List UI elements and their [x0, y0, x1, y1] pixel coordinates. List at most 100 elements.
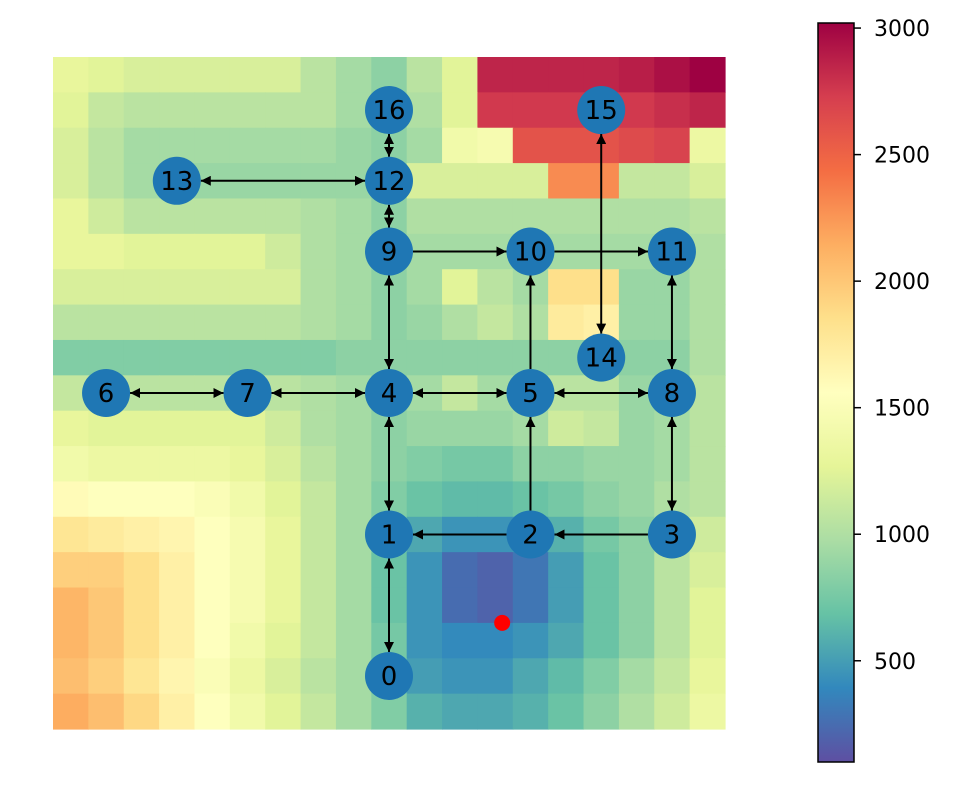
- heat-cell: [548, 481, 585, 518]
- heat-cell: [194, 481, 231, 518]
- heat-cell: [123, 552, 160, 589]
- heat-cell: [406, 339, 443, 376]
- heat-cell: [88, 658, 125, 695]
- heat-cell: [53, 339, 89, 376]
- node-label: 14: [585, 344, 618, 374]
- heat-cell: [689, 198, 726, 235]
- heat-cell: [512, 658, 549, 695]
- heat-cell: [618, 481, 655, 518]
- node-7: 7: [223, 369, 272, 417]
- heat-cell: [53, 481, 89, 518]
- heat-cell: [194, 304, 231, 341]
- node-label: 11: [655, 238, 688, 268]
- heat-cell: [654, 163, 691, 200]
- heat-cell: [229, 233, 266, 270]
- heat-cell: [159, 587, 196, 624]
- heat-cell: [512, 693, 549, 730]
- node-4: 4: [365, 369, 413, 417]
- node-label: 4: [381, 379, 398, 409]
- heat-cell: [229, 622, 266, 659]
- heat-cell: [689, 339, 726, 376]
- heat-cell: [689, 481, 726, 518]
- heat-cell: [406, 446, 443, 483]
- node-circle: [647, 369, 696, 417]
- node-3: 3: [647, 510, 696, 559]
- heat-cell: [335, 410, 372, 447]
- heat-cell: [406, 57, 443, 93]
- heat-cell: [194, 587, 231, 624]
- heat-cell: [194, 446, 231, 483]
- node-label: 12: [372, 167, 405, 197]
- node-circle: [223, 369, 272, 417]
- colorbar-tick-label: 2000: [874, 270, 930, 295]
- heat-cell: [229, 481, 266, 518]
- heat-cell: [477, 92, 514, 129]
- heat-cell: [654, 622, 691, 659]
- node-label: 10: [514, 238, 547, 268]
- heat-cell: [265, 552, 302, 589]
- node-15: 15: [577, 86, 626, 135]
- heat-cell: [406, 410, 443, 447]
- node-14: 14: [577, 333, 626, 382]
- heat-cell: [265, 587, 302, 624]
- heat-cell: [477, 339, 514, 376]
- heat-cell: [123, 481, 160, 518]
- node-1: 1: [365, 510, 413, 559]
- heat-cell: [229, 92, 266, 129]
- heat-cell: [300, 658, 337, 695]
- heat-cell: [300, 410, 337, 447]
- heat-cell: [300, 57, 337, 93]
- heat-cell: [335, 127, 372, 164]
- heat-cell: [618, 304, 655, 341]
- heat-cell: [194, 410, 231, 447]
- heat-cell: [123, 233, 160, 270]
- heat-cell: [229, 587, 266, 624]
- colorbar-tick-label: 1500: [874, 397, 930, 422]
- heat-cell: [618, 587, 655, 624]
- node-circle: [647, 510, 696, 559]
- heat-cell: [123, 693, 160, 730]
- heat-cell: [618, 163, 655, 200]
- heat-cell: [265, 516, 302, 553]
- heat-cell: [654, 587, 691, 624]
- node-label: 15: [585, 96, 618, 126]
- node-label: 7: [239, 379, 256, 409]
- heat-cell: [335, 446, 372, 483]
- heat-cell: [300, 269, 337, 306]
- heat-cell: [583, 622, 620, 659]
- heat-cell: [123, 304, 160, 341]
- node-circle: [506, 369, 555, 417]
- heat-cell: [159, 57, 196, 93]
- node-label: 16: [372, 96, 405, 126]
- heat-cell: [512, 163, 549, 200]
- heat-cell: [159, 552, 196, 589]
- node-11: 11: [647, 227, 696, 276]
- heat-cell: [477, 269, 514, 306]
- heat-cell: [194, 57, 231, 93]
- heat-cell: [265, 693, 302, 730]
- heat-cell: [618, 127, 655, 164]
- target-point: [494, 614, 511, 631]
- heat-cell: [88, 516, 125, 553]
- heat-cell: [583, 481, 620, 518]
- colorbar-gradient: [817, 22, 855, 763]
- heat-cell: [477, 198, 514, 235]
- heat-cell: [229, 552, 266, 589]
- heat-cell: [300, 587, 337, 624]
- node-circle: [506, 227, 555, 276]
- heat-cell: [88, 481, 125, 518]
- heat-cell: [583, 446, 620, 483]
- heat-cell: [689, 658, 726, 695]
- heat-cell: [583, 658, 620, 695]
- heat-cell: [300, 516, 337, 553]
- heat-cell: [88, 304, 125, 341]
- node-9: 9: [365, 227, 413, 276]
- heat-cell: [618, 198, 655, 235]
- heat-cell: [689, 587, 726, 624]
- heat-cell: [159, 304, 196, 341]
- heat-cell: [689, 127, 726, 164]
- heat-cell: [159, 446, 196, 483]
- heat-cell: [512, 127, 549, 164]
